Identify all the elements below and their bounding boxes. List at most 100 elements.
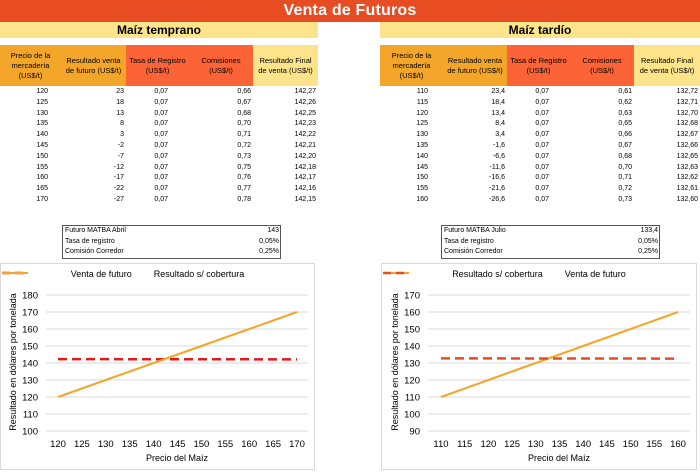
table-cell[interactable]: 142,15: [294, 195, 316, 203]
table-cell[interactable]: 142,17: [294, 174, 316, 182]
table-cell[interactable]: 145: [36, 141, 48, 149]
table-cell[interactable]: 0,68: [237, 109, 251, 117]
table-cell[interactable]: -26,6: [489, 195, 505, 203]
table-cell[interactable]: 160: [416, 195, 428, 203]
legend-item[interactable]: Venta de futuro: [2, 269, 132, 279]
table-cell[interactable]: -22: [113, 185, 124, 193]
table-cell[interactable]: 8: [120, 120, 124, 128]
table-cell[interactable]: 165: [36, 185, 48, 193]
table-cell[interactable]: 13: [116, 109, 124, 117]
table-cell[interactable]: -6,6: [492, 152, 505, 160]
table-cell[interactable]: 115: [416, 98, 428, 106]
table-cell[interactable]: 142,23: [294, 120, 316, 128]
table-cell[interactable]: 145: [416, 163, 428, 171]
table-cell[interactable]: 0,66: [237, 88, 251, 95]
table-cell[interactable]: 140: [36, 131, 48, 139]
table-cell[interactable]: 0,07: [154, 141, 168, 149]
table-cell[interactable]: 0,67: [618, 141, 632, 149]
legend-item[interactable]: Resultado s/ cobertura: [383, 269, 543, 279]
table-cell[interactable]: 0,63: [618, 109, 632, 117]
table-cell[interactable]: 0,75: [237, 163, 251, 171]
table-cell[interactable]: 0,07: [154, 120, 168, 128]
table-cell[interactable]: 0,07: [535, 174, 549, 182]
table-cell[interactable]: 160: [36, 174, 48, 182]
table-cell[interactable]: 110: [416, 88, 428, 95]
column-header-resultado-final[interactable]: Resultado Final de venta (US$/t): [253, 45, 318, 86]
table-cell[interactable]: -1,6: [492, 141, 505, 149]
table-cell[interactable]: 8,4: [495, 120, 505, 128]
table-cell[interactable]: 0,76: [237, 174, 251, 182]
table-cell[interactable]: 0,07: [154, 152, 168, 160]
table-cell[interactable]: 135: [416, 141, 428, 149]
table-cell[interactable]: 0,67: [237, 98, 251, 106]
table-cell[interactable]: 0,77: [237, 185, 251, 193]
table-cell[interactable]: 132,60: [676, 195, 698, 203]
table-cell[interactable]: 0,07: [154, 131, 168, 139]
table-cell[interactable]: 0,07: [154, 195, 168, 203]
table-cell[interactable]: 0,62: [618, 98, 632, 106]
table-cell[interactable]: -11,6: [489, 163, 505, 171]
table-cell[interactable]: 0,72: [618, 185, 632, 193]
table-cell[interactable]: 18: [116, 98, 124, 106]
table-cell[interactable]: 130: [36, 109, 48, 117]
table-cell[interactable]: 132,71: [676, 98, 698, 106]
column-header-tasa[interactable]: Tasa de Registro (US$/t): [507, 45, 570, 86]
info-value[interactable]: 0,05%: [638, 237, 658, 245]
table-cell[interactable]: 0,07: [154, 185, 168, 193]
table-cell[interactable]: 0,70: [237, 120, 251, 128]
table-cell[interactable]: 0,73: [618, 195, 632, 203]
table-cell[interactable]: 0,07: [535, 185, 549, 193]
column-header-precio[interactable]: Precio de la mercadería (US$/t): [380, 45, 443, 86]
column-header-resultado-venta[interactable]: Resultado venta de futuro (US$/t): [443, 45, 507, 86]
table-cell[interactable]: 170: [36, 195, 48, 203]
table-cell[interactable]: 18,4: [491, 98, 505, 106]
table-cell[interactable]: 135: [36, 120, 48, 128]
table-cell[interactable]: 142,26: [294, 98, 316, 106]
table-cell[interactable]: 120: [36, 88, 48, 95]
table-cell[interactable]: 155: [36, 163, 48, 171]
info-value[interactable]: 0,25%: [638, 248, 658, 256]
table-cell[interactable]: 3: [120, 131, 124, 139]
table-cell[interactable]: -2: [117, 141, 124, 149]
table-cell[interactable]: 142,27: [294, 88, 316, 95]
legend-item[interactable]: Venta de futuro: [383, 269, 626, 279]
table-cell[interactable]: 132,62: [676, 174, 698, 182]
table-cell[interactable]: 142,21: [294, 141, 316, 149]
info-value[interactable]: 143: [267, 227, 279, 234]
table-cell[interactable]: -7: [117, 152, 124, 160]
table-cell[interactable]: 0,78: [237, 195, 251, 203]
column-header-comisiones[interactable]: Comisiones (US$/t): [189, 45, 253, 86]
table-cell[interactable]: 132,67: [676, 131, 698, 139]
table-cell[interactable]: 0,61: [618, 88, 632, 95]
table-cell[interactable]: -12: [113, 163, 124, 171]
table-cell[interactable]: 0,07: [535, 152, 549, 160]
table-cell[interactable]: 23: [116, 88, 124, 95]
table-cell[interactable]: 155: [416, 185, 428, 193]
table-cell[interactable]: 0,07: [535, 131, 549, 139]
table-cell[interactable]: 140: [416, 152, 428, 160]
table-cell[interactable]: 0,70: [618, 163, 632, 171]
table-cell[interactable]: 0,07: [535, 141, 549, 149]
table-cell[interactable]: 0,07: [154, 88, 168, 95]
table-cell[interactable]: 132,68: [676, 120, 698, 128]
info-value[interactable]: 0,05%: [259, 237, 279, 245]
table-cell[interactable]: -27: [113, 195, 124, 203]
table-cell[interactable]: 0,68: [618, 152, 632, 160]
table-cell[interactable]: 0,66: [618, 131, 632, 139]
table-cell[interactable]: 0,73: [237, 152, 251, 160]
table-cell[interactable]: 13,4: [491, 109, 505, 117]
table-cell[interactable]: 130: [416, 131, 428, 139]
table-cell[interactable]: 23,4: [491, 88, 505, 95]
table-cell[interactable]: 0,07: [535, 195, 549, 203]
legend-item[interactable]: Resultado s/ cobertura: [2, 269, 244, 279]
table-cell[interactable]: 142,22: [294, 131, 316, 139]
table-cell[interactable]: 0,07: [535, 163, 549, 171]
table-cell[interactable]: -16,6: [489, 174, 505, 182]
table-cell[interactable]: 120: [416, 109, 428, 117]
table-cell[interactable]: 0,07: [535, 88, 549, 95]
table-cell[interactable]: 0,71: [237, 131, 251, 139]
column-header-tasa[interactable]: Tasa de Registro (US$/t): [126, 45, 189, 86]
table-cell[interactable]: 125: [36, 98, 48, 106]
column-header-resultado-final[interactable]: Resultado Final de venta (US$/t): [634, 45, 700, 86]
column-header-comisiones[interactable]: Comisiones (US$/t): [570, 45, 634, 86]
